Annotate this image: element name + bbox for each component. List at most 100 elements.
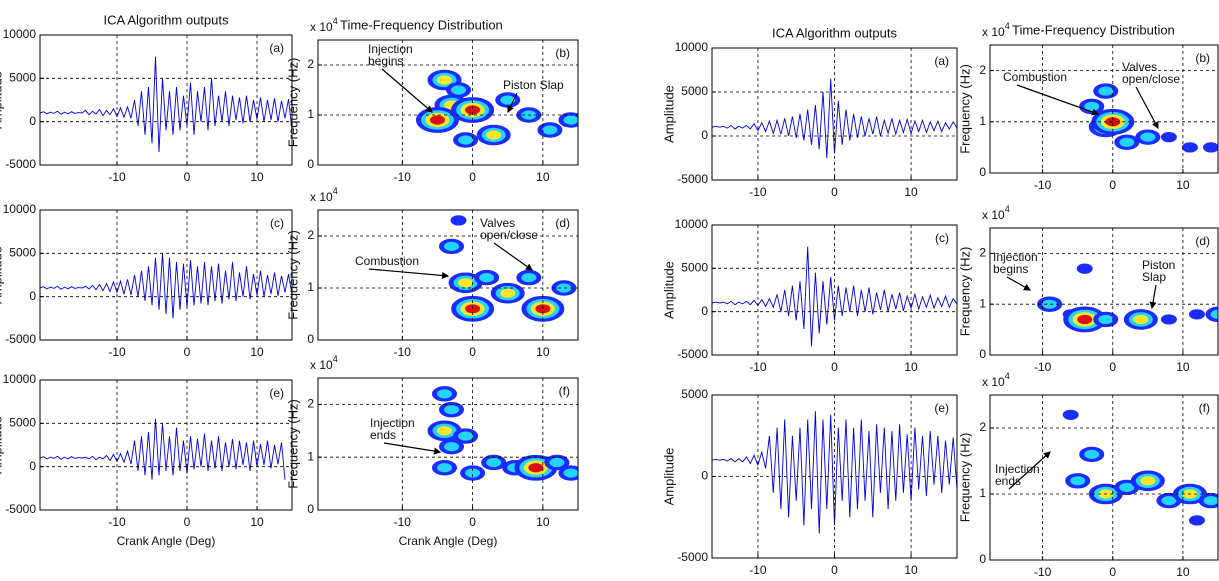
annotation-arrow	[1135, 86, 1159, 130]
plot-frame	[39, 379, 293, 511]
y-tick-label: 5000	[681, 261, 708, 275]
x-tick-label: -10	[108, 170, 126, 184]
annotation: Valves	[480, 216, 515, 230]
contour-blob	[1098, 314, 1114, 325]
x-tick-label: -10	[1034, 360, 1052, 374]
multiplier-exponent: 4	[1005, 371, 1010, 381]
signal-line	[40, 418, 286, 480]
contour-blob	[444, 405, 460, 415]
y-axis-label: Amplitude	[0, 416, 4, 474]
contour-blob	[1203, 496, 1218, 506]
contour-blob	[563, 468, 578, 478]
multiplier-base: x 10	[310, 358, 333, 372]
contour-blob	[1161, 496, 1177, 506]
y-tick-label: -5000	[677, 347, 708, 361]
annotation: open/close	[1122, 72, 1180, 86]
contour-blob	[479, 273, 495, 283]
contour-blob	[1062, 409, 1079, 420]
annotation: ends	[370, 428, 396, 442]
plot-frame	[989, 227, 1219, 356]
y-tick-label: 5000	[681, 387, 708, 401]
x-tick-label: 10	[536, 170, 550, 184]
contour-blob	[1076, 263, 1093, 274]
contour-blob	[444, 442, 460, 452]
y-tick-label: 1	[979, 296, 986, 310]
annotation: Injection	[993, 250, 1038, 264]
x-tick-label: 10	[1176, 178, 1190, 192]
contour-blob	[436, 463, 452, 473]
contour-blob	[486, 457, 502, 468]
y-tick-label: 10000	[675, 217, 709, 231]
x-tick-label: 10	[536, 515, 550, 529]
annotation-arrow	[1006, 276, 1032, 291]
y-axis-label: Frequency (Hz)	[285, 230, 300, 320]
x-tick-label: 0	[1109, 360, 1116, 374]
y-tick-label: 5000	[9, 71, 36, 85]
contour-blob	[521, 273, 537, 283]
y-tick-label: 0	[307, 502, 314, 516]
plot-area	[427, 386, 578, 481]
plot-frame	[989, 394, 1219, 561]
x-tick-label: 10	[536, 345, 550, 359]
signal-line	[712, 246, 957, 347]
multiplier-base: x 10	[310, 20, 333, 34]
annotation: open/close	[480, 228, 538, 242]
y-tick-label: 5000	[9, 416, 36, 430]
panel-label: (c)	[935, 231, 949, 245]
y-tick-label: 0	[29, 114, 36, 128]
x-tick-label: 0	[469, 515, 476, 529]
plot-area	[712, 246, 957, 347]
panel-label: (b)	[1195, 51, 1210, 65]
contour-blob	[1210, 309, 1218, 319]
x-tick-label: 0	[831, 563, 838, 577]
plot-area	[712, 411, 957, 534]
multiplier-exponent: 4	[1005, 204, 1010, 214]
x-tick-label: 0	[184, 170, 191, 184]
x-tick-label: 0	[831, 185, 838, 199]
y-tick-label: -5000	[5, 502, 36, 516]
y-tick-label: 0	[307, 332, 314, 346]
contour-blob	[1084, 449, 1100, 459]
x-tick-label: -10	[749, 185, 767, 199]
signal-line	[712, 78, 957, 159]
y-axis-label: Frequency (Hz)	[957, 433, 972, 523]
x-tick-label: -10	[108, 345, 126, 359]
x-tick-label: 10	[904, 563, 918, 577]
signal-line	[40, 56, 292, 153]
y-axis-label: Frequency (Hz)	[285, 58, 300, 148]
y-tick-label: 0	[29, 289, 36, 303]
y-tick-label: -5000	[677, 550, 708, 564]
panel-label: (d)	[1195, 234, 1210, 248]
contour-blob	[500, 288, 516, 298]
y-tick-label: 10000	[3, 372, 37, 386]
y-tick-label: 0	[701, 304, 708, 318]
contour-blob	[556, 283, 572, 293]
x-tick-label: 0	[831, 360, 838, 374]
contour-blob	[1077, 314, 1093, 325]
panel-label: (d)	[555, 216, 570, 230]
y-tick-label: 0	[979, 347, 986, 361]
contour-blob	[1119, 482, 1135, 492]
y-axis-label: Amplitude	[0, 71, 4, 129]
contour-blob	[1098, 86, 1114, 96]
plot-frame	[39, 209, 293, 341]
x-tick-label: -10	[1034, 178, 1052, 192]
contour-blob	[1202, 142, 1218, 153]
panel-label: (e)	[269, 386, 284, 400]
y-axis-label: Amplitude	[661, 261, 676, 319]
plot-frame	[711, 224, 958, 356]
y-tick-label: 0	[701, 128, 708, 142]
y-tick-label: 2	[307, 57, 314, 71]
annotation: Combustion	[355, 254, 419, 268]
y-tick-label: -5000	[5, 332, 36, 346]
annotation-arrow	[1016, 84, 1100, 116]
annotation: Injection	[995, 462, 1040, 476]
y-tick-label: -5000	[677, 172, 708, 186]
multiplier-base: x 10	[982, 375, 1005, 389]
signal-line	[40, 253, 292, 319]
contour-blob	[528, 463, 544, 473]
axis-multiplier: x 104	[982, 204, 1010, 222]
plot-area	[40, 418, 286, 480]
annotation: Slap	[1142, 270, 1166, 284]
contour-blob	[542, 125, 558, 135]
